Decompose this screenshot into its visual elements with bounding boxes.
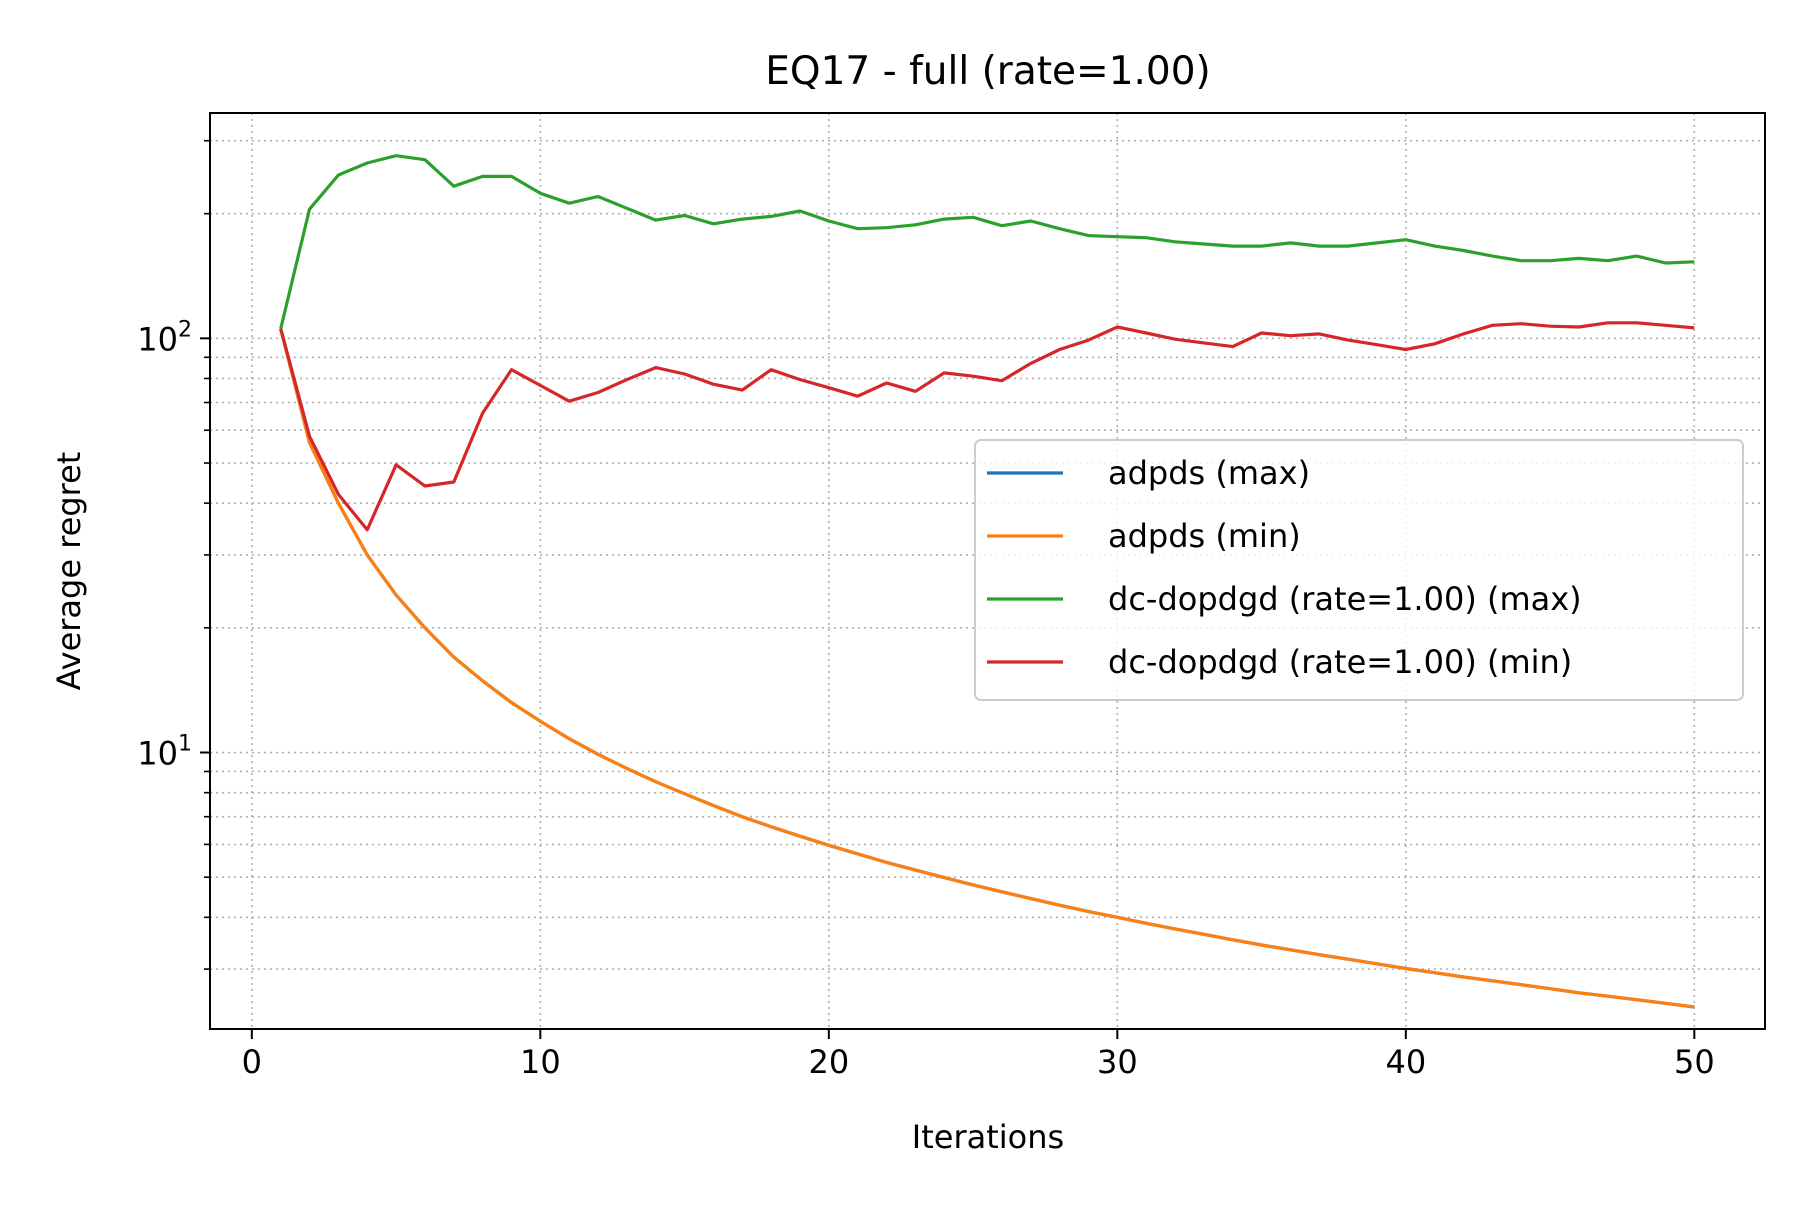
series-layer [279,154,1695,1009]
ticks-layer: 0 10 20 30 40 50 101 102 [137,139,1715,1081]
y-tick-label: 102 [137,317,192,358]
legend-label: dc-dopdgd (rate=1.00) (min) [1108,643,1572,681]
legend-label: dc-dopdgd (rate=1.00) (max) [1108,580,1582,618]
x-tick-label: 50 [1674,1043,1715,1081]
x-tick-label: 20 [808,1043,849,1081]
chart-title: EQ17 - full (rate=1.00) [765,49,1211,94]
legend-box [974,439,1744,701]
series-line [279,328,1695,1009]
y-tick-label: 101 [137,732,192,773]
plot-frame [209,112,1766,1030]
x-tick-label: 30 [1097,1043,1138,1081]
y-axis-label: Average regret [50,452,88,691]
x-tick-label: 40 [1385,1043,1426,1081]
legend: adpds (max) adpds (min) dc-dopdgd (rate=1.… [974,439,1744,701]
x-tick-label: 10 [520,1043,561,1081]
legend-label: adpds (min) [1108,517,1301,555]
series-line [279,321,1695,532]
series-line [279,154,1695,330]
legend-label: adpds (max) [1108,454,1310,492]
x-axis-label: Iterations [912,1118,1064,1156]
x-tick-label: 0 [242,1043,262,1081]
